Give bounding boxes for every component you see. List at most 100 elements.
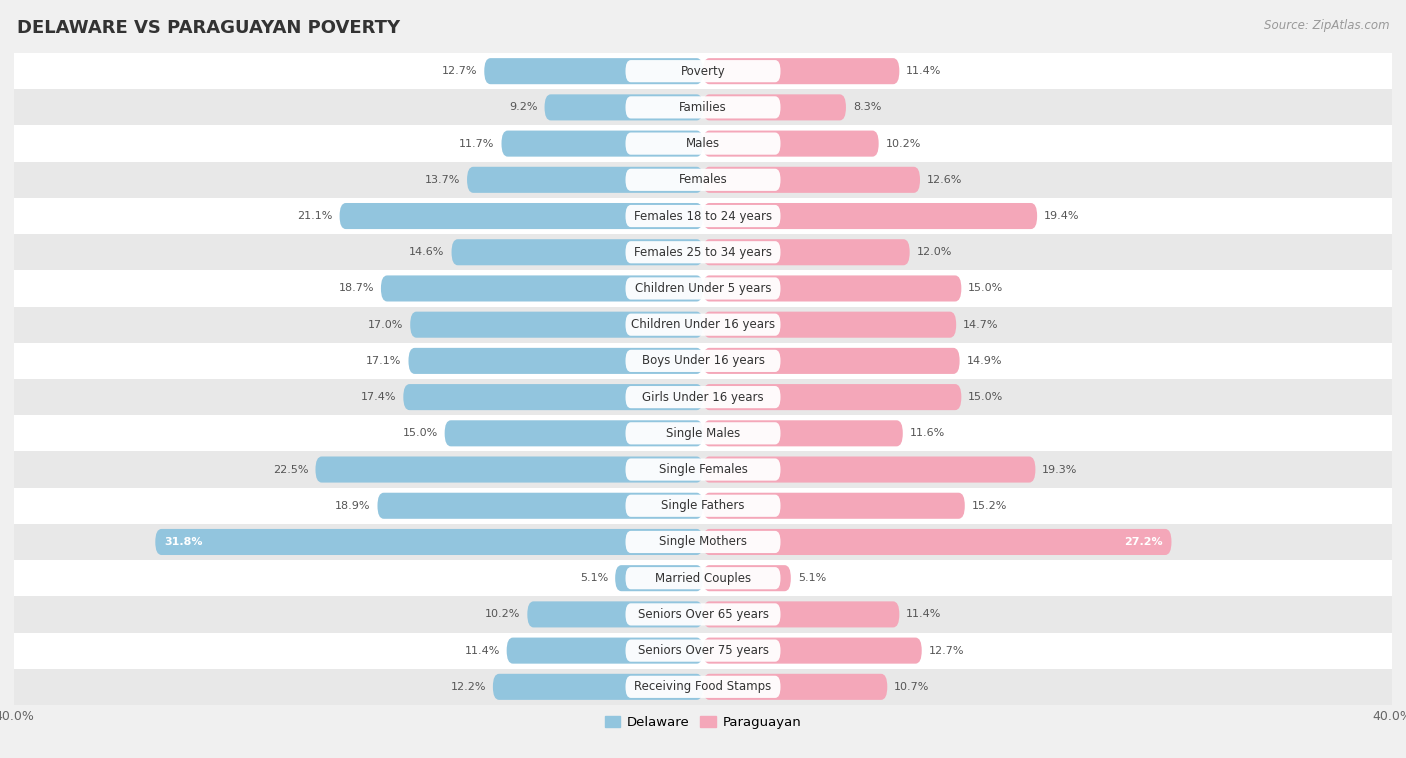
Text: 13.7%: 13.7% [425, 175, 460, 185]
Text: Males: Males [686, 137, 720, 150]
FancyBboxPatch shape [703, 493, 965, 518]
FancyBboxPatch shape [703, 529, 1171, 555]
FancyBboxPatch shape [703, 167, 920, 193]
FancyBboxPatch shape [703, 637, 922, 664]
FancyBboxPatch shape [703, 312, 956, 338]
Text: DELAWARE VS PARAGUAYAN POVERTY: DELAWARE VS PARAGUAYAN POVERTY [17, 19, 399, 37]
FancyBboxPatch shape [626, 603, 780, 625]
FancyBboxPatch shape [444, 420, 703, 446]
Bar [14, 161, 1392, 198]
Text: 15.0%: 15.0% [969, 392, 1004, 402]
FancyBboxPatch shape [381, 275, 703, 302]
FancyBboxPatch shape [626, 640, 780, 662]
FancyBboxPatch shape [411, 312, 703, 338]
Bar [14, 632, 1392, 669]
FancyBboxPatch shape [377, 493, 703, 518]
FancyBboxPatch shape [703, 94, 846, 121]
Text: Girls Under 16 years: Girls Under 16 years [643, 390, 763, 403]
Text: 12.0%: 12.0% [917, 247, 952, 257]
Text: Children Under 5 years: Children Under 5 years [634, 282, 772, 295]
Text: Source: ZipAtlas.com: Source: ZipAtlas.com [1264, 19, 1389, 32]
FancyBboxPatch shape [451, 240, 703, 265]
Text: 27.2%: 27.2% [1125, 537, 1163, 547]
FancyBboxPatch shape [484, 58, 703, 84]
FancyBboxPatch shape [315, 456, 703, 483]
Text: Poverty: Poverty [681, 64, 725, 77]
Bar [14, 487, 1392, 524]
Bar [14, 89, 1392, 126]
Text: Single Mothers: Single Mothers [659, 535, 747, 549]
Bar [14, 415, 1392, 452]
Text: Receiving Food Stamps: Receiving Food Stamps [634, 681, 772, 694]
Text: Females 18 to 24 years: Females 18 to 24 years [634, 209, 772, 223]
FancyBboxPatch shape [626, 422, 780, 444]
FancyBboxPatch shape [703, 601, 900, 628]
Text: Single Fathers: Single Fathers [661, 500, 745, 512]
FancyBboxPatch shape [506, 637, 703, 664]
Bar [14, 379, 1392, 415]
FancyBboxPatch shape [703, 420, 903, 446]
Text: Single Females: Single Females [658, 463, 748, 476]
Bar [14, 560, 1392, 597]
FancyBboxPatch shape [626, 96, 780, 118]
Text: 11.4%: 11.4% [464, 646, 499, 656]
FancyBboxPatch shape [404, 384, 703, 410]
FancyBboxPatch shape [626, 133, 780, 155]
FancyBboxPatch shape [703, 275, 962, 302]
Bar [14, 53, 1392, 89]
Bar [14, 234, 1392, 271]
FancyBboxPatch shape [494, 674, 703, 700]
FancyBboxPatch shape [626, 386, 780, 409]
Text: 17.1%: 17.1% [366, 356, 402, 366]
Text: 8.3%: 8.3% [853, 102, 882, 112]
FancyBboxPatch shape [467, 167, 703, 193]
Bar [14, 597, 1392, 632]
Text: 17.4%: 17.4% [361, 392, 396, 402]
FancyBboxPatch shape [626, 314, 780, 336]
Text: 14.7%: 14.7% [963, 320, 998, 330]
Text: 14.6%: 14.6% [409, 247, 444, 257]
Text: 18.9%: 18.9% [335, 501, 371, 511]
Text: Families: Families [679, 101, 727, 114]
Text: 15.0%: 15.0% [969, 283, 1004, 293]
Text: 12.2%: 12.2% [450, 682, 486, 692]
FancyBboxPatch shape [544, 94, 703, 121]
FancyBboxPatch shape [626, 241, 780, 263]
Text: 15.0%: 15.0% [402, 428, 437, 438]
Text: Females 25 to 34 years: Females 25 to 34 years [634, 246, 772, 258]
FancyBboxPatch shape [626, 567, 780, 589]
Bar [14, 669, 1392, 705]
Text: 12.7%: 12.7% [928, 646, 965, 656]
FancyBboxPatch shape [626, 60, 780, 83]
Text: 22.5%: 22.5% [273, 465, 308, 475]
Legend: Delaware, Paraguayan: Delaware, Paraguayan [599, 710, 807, 735]
FancyBboxPatch shape [616, 565, 703, 591]
FancyBboxPatch shape [626, 675, 780, 698]
FancyBboxPatch shape [626, 169, 780, 191]
Text: 15.2%: 15.2% [972, 501, 1007, 511]
FancyBboxPatch shape [155, 529, 703, 555]
FancyBboxPatch shape [626, 459, 780, 481]
Text: 9.2%: 9.2% [509, 102, 537, 112]
Text: 11.6%: 11.6% [910, 428, 945, 438]
FancyBboxPatch shape [703, 565, 790, 591]
FancyBboxPatch shape [502, 130, 703, 157]
Bar [14, 452, 1392, 487]
Text: 5.1%: 5.1% [581, 573, 609, 583]
Text: 11.4%: 11.4% [907, 609, 942, 619]
Text: 11.7%: 11.7% [460, 139, 495, 149]
Bar [14, 524, 1392, 560]
Bar [14, 271, 1392, 306]
Text: Seniors Over 65 years: Seniors Over 65 years [637, 608, 769, 621]
Text: Boys Under 16 years: Boys Under 16 years [641, 355, 765, 368]
Text: 10.7%: 10.7% [894, 682, 929, 692]
FancyBboxPatch shape [409, 348, 703, 374]
Bar [14, 126, 1392, 161]
Text: Married Couples: Married Couples [655, 572, 751, 584]
Text: Children Under 16 years: Children Under 16 years [631, 318, 775, 331]
Text: 18.7%: 18.7% [339, 283, 374, 293]
Text: 19.4%: 19.4% [1045, 211, 1080, 221]
Text: 14.9%: 14.9% [966, 356, 1002, 366]
Text: 12.6%: 12.6% [927, 175, 962, 185]
FancyBboxPatch shape [626, 205, 780, 227]
